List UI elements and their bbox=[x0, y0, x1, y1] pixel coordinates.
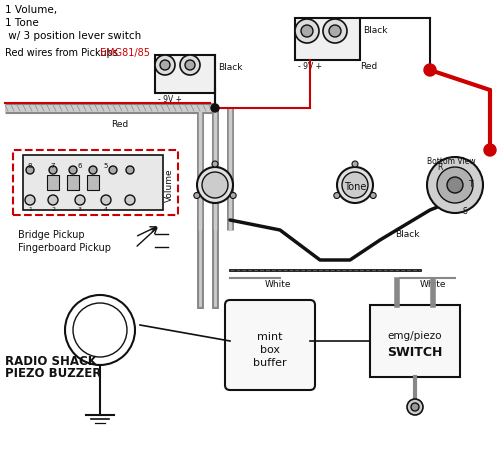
Circle shape bbox=[180, 55, 200, 75]
Circle shape bbox=[484, 144, 496, 156]
Text: 6: 6 bbox=[78, 163, 82, 169]
Circle shape bbox=[26, 166, 34, 174]
Circle shape bbox=[334, 192, 340, 198]
Text: 3: 3 bbox=[78, 207, 82, 212]
Text: R: R bbox=[438, 163, 442, 172]
Circle shape bbox=[155, 55, 175, 75]
Text: Volume: Volume bbox=[165, 169, 174, 202]
Circle shape bbox=[427, 157, 483, 213]
Circle shape bbox=[48, 195, 58, 205]
Circle shape bbox=[125, 195, 135, 205]
Circle shape bbox=[407, 399, 423, 415]
Text: T: T bbox=[468, 180, 473, 189]
Circle shape bbox=[75, 195, 85, 205]
Circle shape bbox=[69, 166, 77, 174]
Circle shape bbox=[447, 177, 463, 193]
Circle shape bbox=[424, 64, 436, 76]
Circle shape bbox=[323, 19, 347, 43]
Circle shape bbox=[337, 167, 373, 203]
FancyBboxPatch shape bbox=[295, 18, 360, 60]
Text: White: White bbox=[420, 280, 446, 289]
Text: emg/piezo: emg/piezo bbox=[388, 331, 442, 341]
Circle shape bbox=[194, 192, 200, 198]
Text: 7: 7 bbox=[51, 163, 55, 169]
FancyBboxPatch shape bbox=[47, 175, 59, 190]
Circle shape bbox=[109, 166, 117, 174]
Circle shape bbox=[411, 403, 419, 411]
Text: RADIO SHACK: RADIO SHACK bbox=[5, 355, 97, 368]
FancyBboxPatch shape bbox=[370, 305, 460, 377]
Circle shape bbox=[101, 195, 111, 205]
Text: Bottom View: Bottom View bbox=[427, 157, 476, 166]
Text: Red: Red bbox=[112, 120, 128, 129]
Text: Fingerboard Pickup: Fingerboard Pickup bbox=[18, 243, 111, 253]
Circle shape bbox=[212, 161, 218, 167]
Circle shape bbox=[342, 172, 368, 198]
Text: 8: 8 bbox=[28, 163, 32, 169]
Circle shape bbox=[126, 166, 134, 174]
Text: Tone: Tone bbox=[344, 182, 366, 192]
Text: 5: 5 bbox=[104, 163, 108, 169]
Circle shape bbox=[437, 167, 473, 203]
Text: - 9V +: - 9V + bbox=[298, 62, 322, 71]
Text: 1: 1 bbox=[28, 207, 32, 212]
Text: White: White bbox=[265, 280, 291, 289]
Text: box: box bbox=[260, 345, 280, 355]
Text: Black: Black bbox=[395, 230, 419, 239]
Circle shape bbox=[352, 161, 358, 167]
Text: Black: Black bbox=[363, 26, 388, 35]
Circle shape bbox=[25, 195, 35, 205]
Text: 4: 4 bbox=[104, 207, 108, 212]
Circle shape bbox=[89, 166, 97, 174]
FancyBboxPatch shape bbox=[225, 300, 315, 390]
Text: buffer: buffer bbox=[253, 358, 287, 368]
Text: 1 Volume,: 1 Volume, bbox=[5, 5, 57, 15]
FancyBboxPatch shape bbox=[23, 155, 163, 210]
Text: Red: Red bbox=[360, 62, 378, 71]
Text: 1 Tone: 1 Tone bbox=[5, 18, 39, 28]
Text: w/ 3 position lever switch: w/ 3 position lever switch bbox=[5, 31, 141, 41]
Circle shape bbox=[370, 192, 376, 198]
Circle shape bbox=[197, 167, 233, 203]
Text: 2: 2 bbox=[51, 207, 55, 212]
Circle shape bbox=[295, 19, 319, 43]
Circle shape bbox=[301, 25, 313, 37]
Text: Black: Black bbox=[218, 63, 242, 72]
Circle shape bbox=[185, 60, 195, 70]
FancyBboxPatch shape bbox=[155, 55, 215, 93]
Circle shape bbox=[202, 172, 228, 198]
Circle shape bbox=[230, 192, 236, 198]
Text: Bridge Pickup: Bridge Pickup bbox=[18, 230, 84, 240]
Text: SWITCH: SWITCH bbox=[388, 347, 442, 360]
Circle shape bbox=[211, 104, 219, 112]
Circle shape bbox=[49, 166, 57, 174]
Text: mint: mint bbox=[257, 332, 283, 342]
Text: - 9V +: - 9V + bbox=[158, 95, 182, 104]
FancyBboxPatch shape bbox=[67, 175, 79, 190]
Text: PIEZO BUZZER: PIEZO BUZZER bbox=[5, 367, 102, 380]
Circle shape bbox=[329, 25, 341, 37]
Text: S: S bbox=[462, 207, 468, 216]
Text: Red wires from Pickups: Red wires from Pickups bbox=[5, 48, 121, 58]
FancyBboxPatch shape bbox=[87, 175, 99, 190]
Text: EMG81/85: EMG81/85 bbox=[100, 48, 150, 58]
Circle shape bbox=[160, 60, 170, 70]
